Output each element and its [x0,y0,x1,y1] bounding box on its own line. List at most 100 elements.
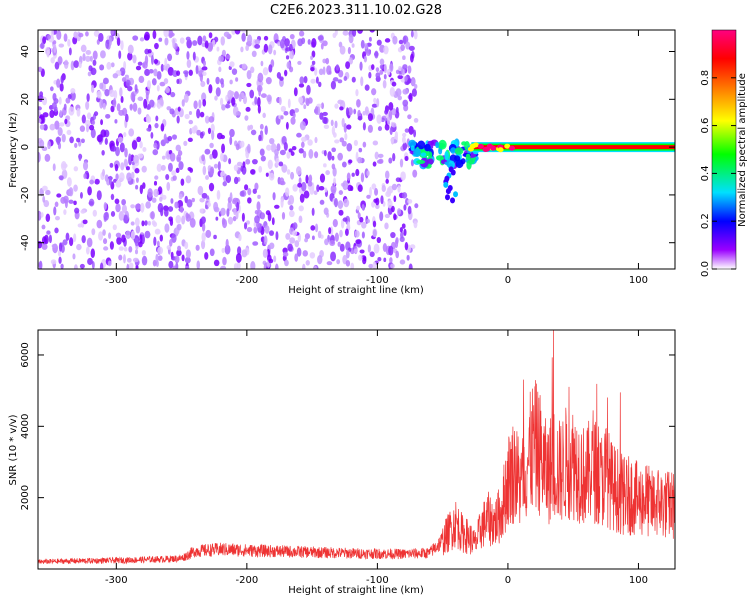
heatmap-cell [58,43,65,48]
heatmap-cell [185,265,190,269]
heatmap-cell [150,132,154,139]
heatmap-cell [292,184,298,192]
heatmap-cell [85,246,90,255]
heatmap-cell [319,112,324,120]
heatmap-cell [384,38,391,43]
heatmap-cell [323,124,330,129]
heatmap-cell [205,175,210,180]
heatmap-cell [137,96,144,102]
heatmap-cell [334,197,338,208]
heatmap-cell [211,130,215,141]
heatmap-cell [50,259,57,265]
heatmap-cell [233,176,239,185]
heatmap-cell [192,40,198,46]
heatmap-cell [146,127,152,132]
heatmap-cell [110,211,116,217]
heatmap-cell [166,106,172,111]
heatmap-cell [262,248,268,258]
heatmap-cell [150,211,155,220]
heatmap-cell [135,265,139,269]
heatmap-cell [290,171,295,180]
heatmap-cell [175,51,179,56]
heatmap-cell [91,120,96,125]
heatmap-cell [73,184,78,192]
heatmap-cell [391,183,398,191]
heatmap-cell [390,263,395,269]
heatmap-cell [380,195,384,205]
heatmap-cell [268,64,273,73]
heatmap-cell [80,209,86,214]
heatmap-cell [68,47,72,56]
heatmap-cell [151,78,157,86]
heatmap-cell [229,79,233,85]
heatmap-cell [401,136,406,144]
spectrogram-ylabel: Frequency (Hz) [8,112,19,188]
heatmap-cell [120,95,124,104]
heatmap-cell [201,239,206,250]
heatmap-cell [352,30,357,37]
heatmap-cell [202,60,206,67]
heatmap-cell [453,191,459,198]
heatmap-cell [55,136,62,144]
heatmap-cell [235,143,240,151]
heatmap-cell [229,61,235,68]
heatmap-cell [120,40,124,51]
heatmap-cell [413,118,419,123]
heatmap-cell [332,132,337,138]
heatmap-cell [154,42,159,50]
heatmap-cell [241,32,246,42]
heatmap-cell [186,59,192,68]
heatmap-cell [63,209,67,215]
heatmap-cell [420,152,427,157]
heatmap-cell [334,103,339,109]
heatmap-cell [221,247,226,254]
heatmap-cell [272,192,276,201]
heatmap-cell [96,219,103,229]
heatmap-cell [460,158,466,165]
heatmap-cell [401,192,408,199]
heatmap-cell [160,164,166,171]
heatmap-cell [121,198,126,206]
heatmap-cell [219,97,224,106]
heatmap-cell [375,72,381,79]
heatmap-cell [73,200,77,206]
heatmap-cell [391,81,397,87]
heatmap-cell [412,169,418,178]
heatmap-cell [372,261,377,269]
heatmap-cell [471,145,675,150]
heatmap-cell [264,125,268,135]
heatmap-cell [256,201,261,211]
heatmap-cell [324,238,329,246]
heatmap-cell [41,243,48,250]
heatmap-cell [128,128,135,137]
heatmap-cell [98,32,104,43]
heatmap-cell [221,104,226,111]
heatmap-cell [236,201,240,212]
heatmap-cell [151,220,156,226]
heatmap-cell [96,90,102,99]
heatmap-cell [46,230,51,235]
heatmap-cell [357,184,363,192]
heatmap-cell [384,109,389,115]
heatmap-cell [159,81,166,87]
heatmap-cell [382,243,388,252]
heatmap-cell [358,147,363,153]
heatmap-cell [268,258,274,264]
heatmap-cell [355,89,359,97]
heatmap-cell [202,71,207,77]
heatmap-cell [294,108,300,113]
heatmap-cell [469,157,475,165]
heatmap-cell [402,142,408,151]
heatmap-cell [311,207,315,217]
heatmap-cell [247,188,252,196]
heatmap-cell [48,234,52,244]
heatmap-cell [86,93,90,102]
heatmap-cell [390,108,397,116]
heatmap-cell [218,66,222,73]
heatmap-cell [236,161,243,167]
heatmap-cell [389,127,393,136]
heatmap-cell [408,125,414,135]
heatmap-cell [168,32,175,37]
heatmap-cell [93,30,100,37]
heatmap-cell [56,30,62,41]
